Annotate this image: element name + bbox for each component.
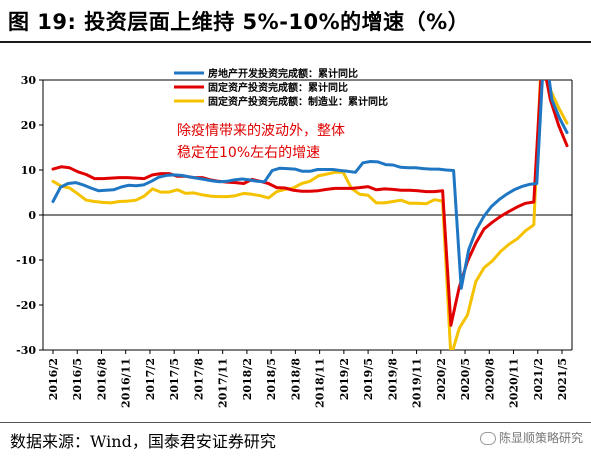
chart-axes: -30 -20 -10 0 10 20 30 2016/2 2016/5 2016/8 2016/1… [16, 74, 573, 408]
x-tick-label: 2020/2 [435, 358, 448, 400]
y-tick-label: -20 [16, 299, 36, 312]
x-tick-label: 2018/5 [265, 358, 278, 400]
watermark-text: 陈显顺策略研究 [498, 431, 583, 445]
y-tick-label: -30 [16, 344, 36, 357]
y-tick-label: -10 [16, 254, 36, 267]
x-tick-label: 2019/2 [338, 358, 351, 400]
legend-label-0: 房地产开发投资完成额：累计同比 [208, 67, 358, 80]
annotation-line-0: 除疫情带来的波动外，整体 [177, 123, 345, 139]
line-chart: -30 -20 -10 0 10 20 30 2016/2 2016/5 2016/8 2016/1… [16, 67, 573, 408]
legend-label-1: 固定资产投资完成额：累计同比 [208, 81, 348, 94]
annotation-line-1: 稳定在10%左右的增速 [177, 145, 320, 161]
series-line-1 [51, 80, 569, 327]
x-tick-label: 2018/2 [241, 358, 254, 400]
chart-legend: 房地产开发投资完成额：累计同比固定资产投资完成额：累计同比固定资产投资完成额：制… [174, 67, 388, 108]
y-tick-label: 0 [28, 209, 36, 222]
x-tick-label: 2017/11 [217, 358, 230, 408]
series-line-2 [51, 80, 569, 350]
x-tick-label: 2021/2 [532, 358, 545, 400]
chart-lines [51, 80, 569, 350]
x-tick-label: 2016/8 [95, 358, 108, 401]
y-tick-label: 10 [21, 164, 37, 177]
watermark: 陈显顺策略研究 [479, 429, 583, 446]
x-tick-label: 2017/5 [168, 358, 181, 400]
footer-divider [0, 422, 591, 423]
x-tick-label: 2020/5 [459, 358, 472, 400]
x-tick-label: 2016/2 [47, 358, 60, 400]
x-tick-label: 2017/8 [192, 358, 205, 401]
legend-label-2: 固定资产投资完成额：制造业：累计同比 [208, 95, 388, 108]
source-note: 数据来源：Wind，国泰君安证券研究 [10, 432, 276, 451]
wechat-icon [479, 432, 496, 445]
x-tick-label: 2020/8 [483, 358, 496, 401]
x-tick-label: 2017/2 [144, 358, 157, 400]
x-tick-label: 2018/8 [289, 358, 302, 401]
x-tick-label: 2019/11 [411, 358, 424, 408]
x-tick-label: 2018/11 [314, 358, 327, 408]
x-tick-label: 2019/5 [362, 358, 375, 400]
y-tick-label: 20 [21, 119, 37, 132]
x-tick-label: 2020/11 [508, 358, 521, 408]
x-tick-label: 2016/11 [120, 358, 133, 408]
title-divider [0, 41, 591, 43]
y-tick-label: 30 [21, 74, 37, 87]
x-tick-label: 2021/5 [556, 358, 569, 400]
page-title: 图 19: 投资层面上维持 5%-10%的增速（%） [8, 10, 470, 34]
series-line-0 [51, 80, 569, 290]
x-tick-label: 2019/8 [386, 358, 399, 401]
x-tick-label: 2016/5 [71, 358, 84, 400]
